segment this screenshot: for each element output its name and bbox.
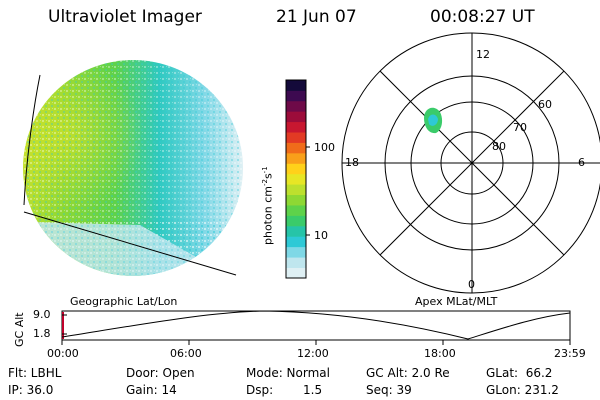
colorbar-frame (285, 79, 307, 279)
dsp-value: 1.5 (303, 383, 323, 397)
time-label: 00:08:27 UT (430, 7, 535, 27)
lat-label-60: 60 (538, 98, 552, 111)
color-bar (285, 79, 307, 279)
colorbar-segment (286, 236, 306, 248)
lat-label-80: 80 (492, 140, 506, 153)
colorbar-segment (286, 121, 306, 133)
colorbar-segment (286, 215, 306, 227)
colorbar-segment (286, 152, 306, 164)
time-tick-1800: 18:00 (424, 347, 456, 360)
lat-label-70: 70 (513, 121, 527, 134)
altitude-curve (61, 310, 571, 340)
colorbar-segment (286, 163, 306, 175)
gc-alt-status: GC Alt: 2.0 Re (366, 366, 450, 380)
mlt-label-18: 18 (345, 156, 359, 169)
seq-status: Seq: 39 (366, 383, 412, 397)
page-title: Ultraviolet Imager (48, 7, 202, 27)
colorbar-tick-100: 100 (314, 141, 335, 154)
colorbar-segment (286, 246, 306, 258)
glon-status: GLon: 231.2 (486, 383, 559, 397)
auroral-blob (424, 107, 443, 134)
gain-status: Gain: 14 (126, 383, 177, 397)
date-label: 21 Jun 07 (276, 7, 357, 27)
left-panel-caption: Geographic Lat/Lon (70, 295, 178, 308)
terminator-line (23, 211, 237, 276)
uv-earth-image (23, 60, 243, 276)
time-tick-1200: 12:00 (297, 347, 329, 360)
altitude-tick-low: 1.8 (33, 327, 51, 340)
colorbar-unit-label: photon cm-2s-1 (261, 166, 275, 245)
lat-lon-line (23, 74, 41, 206)
mlt-label-6: 6 (578, 156, 585, 169)
colorbar-segment (286, 205, 306, 216)
altitude-plot (61, 310, 571, 345)
colorbar-segment (286, 173, 306, 185)
colorbar-segment (286, 225, 306, 237)
mlt-label-12: 12 (476, 48, 490, 61)
altitude-tick-high: 9.0 (33, 308, 51, 321)
colorbar-segment (286, 90, 306, 102)
colorbar-segment (286, 132, 306, 143)
door-status: Door: Open (126, 366, 195, 380)
glat-status: GLat: 66.2 (486, 366, 553, 380)
colorbar-segment (286, 142, 306, 154)
time-tick-2359: 23:59 (554, 347, 586, 360)
right-panel-caption: Apex MLat/MLT (415, 295, 498, 308)
mlt-label-0: 0 (468, 278, 475, 291)
colorbar-segment (286, 194, 306, 206)
mode-status: Mode: Normal (246, 366, 330, 380)
colorbar-segment (286, 267, 306, 279)
colorbar-segment (286, 100, 306, 112)
time-tick-0600: 06:00 (170, 347, 202, 360)
polar-plot (341, 32, 600, 294)
colorbar-segment (286, 257, 306, 268)
altitude-axis-label: GC Alt (13, 312, 26, 347)
ip-status: IP: 36.0 (8, 383, 54, 397)
dsp-label: Dsp: (246, 383, 274, 397)
colorbar-segment (286, 111, 306, 123)
colorbar-tick-10: 10 (314, 229, 328, 242)
colorbar-segment (286, 184, 306, 196)
colorbar-segment (286, 80, 306, 91)
filter-status: Flt: LBHL (8, 366, 62, 380)
time-tick-0000: 00:00 (47, 347, 79, 360)
